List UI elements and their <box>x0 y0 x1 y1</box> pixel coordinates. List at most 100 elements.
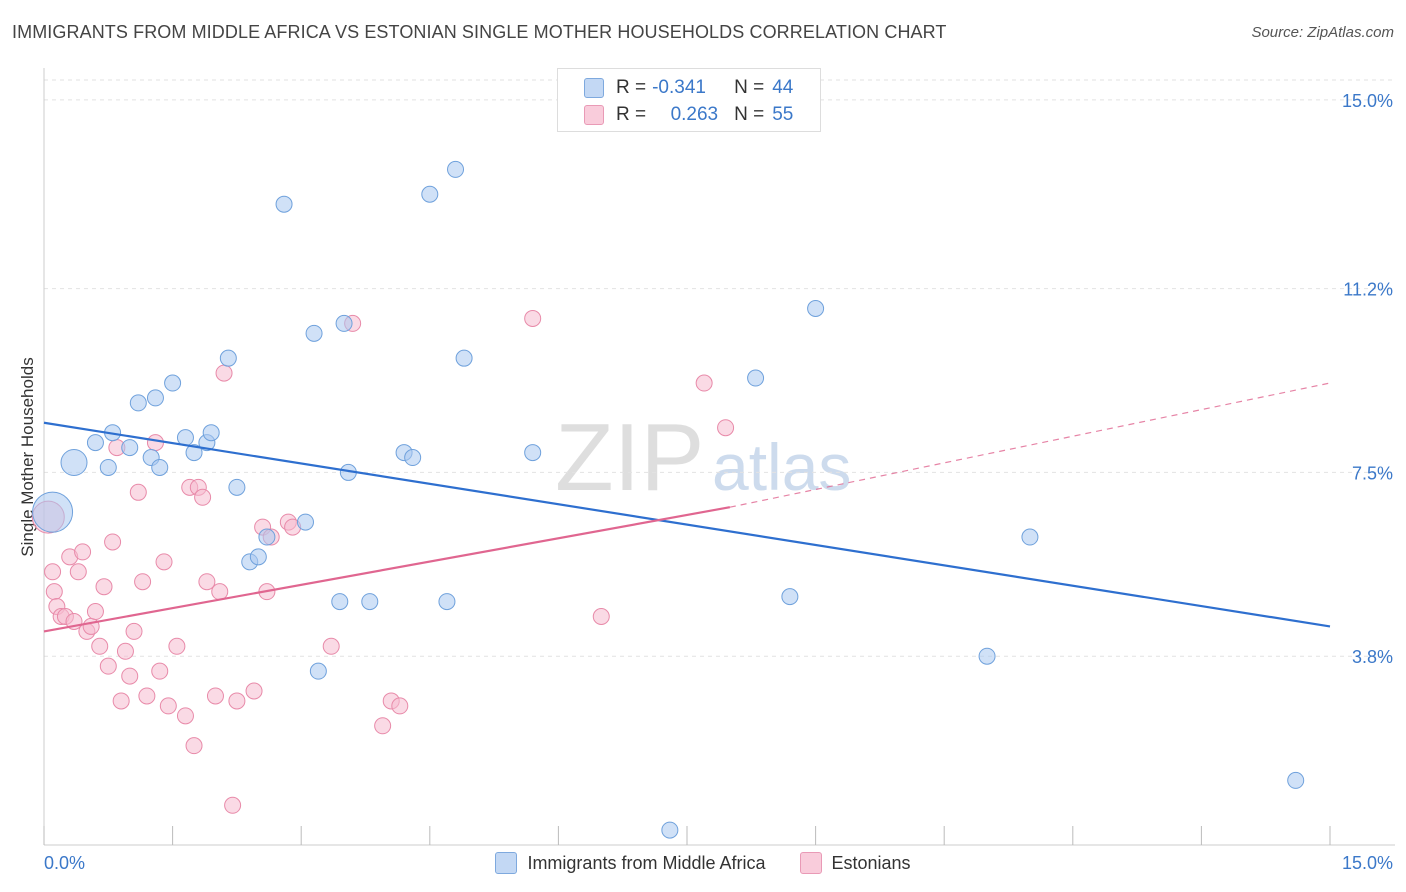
estonians-trend-line-extension <box>729 382 1331 508</box>
chart-title: IMMIGRANTS FROM MIDDLE AFRICA VS ESTONIA… <box>12 22 947 42</box>
estonians-point <box>717 419 735 437</box>
middle-africa-point <box>661 821 679 839</box>
estonians-point <box>95 578 113 596</box>
middle-africa-point <box>32 491 74 533</box>
middle-africa-point <box>781 588 799 606</box>
y-tick-label: 7.5% <box>1352 463 1393 483</box>
estonians-point <box>224 796 242 814</box>
estonians-point <box>112 692 130 710</box>
tick-labels: 3.8% 7.5% 11.2% 15.0% 0.0% 15.0% <box>44 91 1393 873</box>
estonians-point <box>228 692 246 710</box>
estonians-trend-line <box>43 506 731 633</box>
middle-africa-point <box>524 444 542 462</box>
estonians-point <box>99 657 117 675</box>
middle-africa-point <box>335 314 353 332</box>
r-value-pink: 0.263 <box>670 104 719 125</box>
estonians-point <box>176 707 194 725</box>
n-label-blue: N = <box>734 77 765 98</box>
estonians-point <box>138 687 156 705</box>
estonians-point <box>74 543 92 561</box>
estonians-point <box>206 687 224 705</box>
n-value-pink: 55 <box>772 104 794 125</box>
n-label-pink: N = <box>734 104 765 125</box>
legend-label-middle-africa: Immigrants from Middle Africa <box>527 852 766 873</box>
x-tick-label-min: 0.0% <box>44 853 85 873</box>
middle-africa-point <box>978 647 996 665</box>
estonians-point <box>44 563 62 581</box>
middle-africa-point <box>455 349 473 367</box>
middle-africa-point <box>121 439 139 457</box>
estonians-point <box>155 553 173 571</box>
middle-africa-point <box>99 458 117 476</box>
estonians-point <box>151 662 169 680</box>
middle-africa-point <box>164 374 182 392</box>
middle-africa-point <box>219 349 237 367</box>
estonians-point <box>45 583 63 601</box>
y-tick-label: 11.2% <box>1343 280 1393 300</box>
middle-africa-point <box>361 593 379 611</box>
estonians-point <box>69 563 87 581</box>
middle-africa-point <box>86 434 104 452</box>
legend-label-estonians: Estonians <box>831 852 911 873</box>
middle-africa-point <box>151 458 169 476</box>
estonians-point <box>524 309 542 327</box>
watermark-zip: ZIP <box>555 404 704 511</box>
legend-item-middle-africa: Immigrants from Middle Africa <box>495 852 766 874</box>
legend-top: R = -0.341 N = 44 R = 0.263 N = 55 <box>557 68 821 132</box>
middle-africa-point <box>438 593 456 611</box>
middle-africa-point <box>146 389 164 407</box>
legend-swatch-pink <box>799 852 822 874</box>
middle-africa-point <box>1287 771 1305 789</box>
blue-swatch <box>584 78 604 98</box>
middle-africa-point <box>331 593 349 611</box>
middle-africa-point <box>202 424 220 442</box>
middle-africa-points <box>32 160 1305 839</box>
legend-item-estonians: Estonians <box>799 852 911 874</box>
middle-africa-point <box>747 369 765 387</box>
legend-swatch-blue <box>495 852 518 874</box>
watermark-atlas: atlas <box>712 430 851 504</box>
estonians-point <box>695 374 713 392</box>
legend-top-row-pink: R = 0.263 N = 55 <box>584 104 793 126</box>
legend-top-row-blue: R = -0.341 N = 44 <box>584 77 793 99</box>
middle-africa-trend-line <box>43 421 1331 628</box>
pink-swatch <box>584 105 604 125</box>
middle-africa-point <box>185 444 203 462</box>
middle-africa-point <box>228 478 246 496</box>
n-value-blue: 44 <box>772 77 794 98</box>
middle-africa-point <box>296 513 314 531</box>
estonians-point <box>198 573 216 591</box>
estonians-point <box>374 717 392 735</box>
estonians-point <box>134 573 152 591</box>
middle-africa-point <box>1021 528 1039 546</box>
middle-africa-point <box>129 394 147 412</box>
middle-africa-point <box>309 662 327 680</box>
trend-lines <box>43 382 1331 633</box>
estonians-point <box>245 682 263 700</box>
watermark: ZIP atlas <box>555 404 851 511</box>
y-tick-label: 15.0% <box>1342 91 1393 111</box>
source-label: Source: ZipAtlas.com <box>1251 24 1394 41</box>
middle-africa-point <box>249 548 267 566</box>
middle-africa-point <box>275 195 293 213</box>
estonians-point <box>121 667 139 685</box>
middle-africa-point <box>60 449 88 476</box>
r-value-blue: -0.341 <box>652 77 706 98</box>
middle-africa-point <box>447 160 465 178</box>
estonians-point <box>104 533 122 551</box>
estonians-point <box>592 607 610 625</box>
estonians-points <box>31 309 735 814</box>
middle-africa-point <box>305 324 323 342</box>
estonians-point <box>125 622 143 640</box>
estonians-point <box>322 637 340 655</box>
r-label-pink: R = <box>616 104 647 125</box>
estonians-point <box>91 637 109 655</box>
estonians-point <box>211 583 229 601</box>
axes <box>43 68 1395 846</box>
estonians-point <box>185 737 203 755</box>
middle-africa-point <box>807 300 825 318</box>
grid-lines <box>44 79 1395 657</box>
estonians-point <box>391 697 409 715</box>
estonians-point <box>129 483 147 501</box>
